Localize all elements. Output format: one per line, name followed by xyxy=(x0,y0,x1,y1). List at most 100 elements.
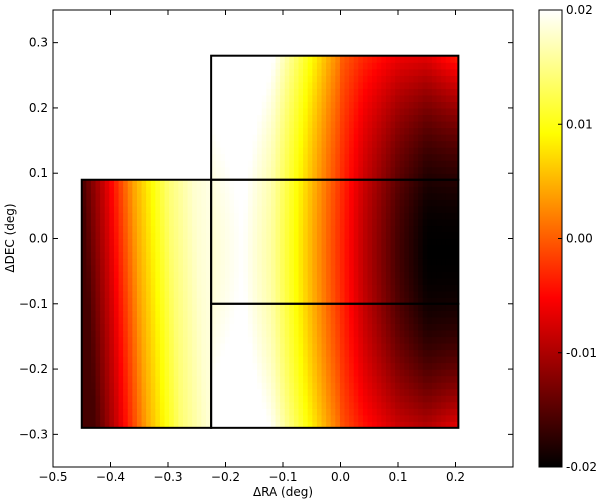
heatmap-cell xyxy=(182,362,189,370)
heatmap-cell xyxy=(132,329,138,338)
heatmap-cell xyxy=(266,310,272,318)
heatmap-cell xyxy=(211,251,217,259)
heatmap-cell xyxy=(118,369,124,377)
heatmap-cell xyxy=(243,369,249,377)
heatmap-cell xyxy=(312,342,318,351)
heatmap-cell xyxy=(289,81,295,89)
heatmap-cell xyxy=(270,342,277,351)
heatmap-cell xyxy=(123,271,129,279)
heatmap-cell xyxy=(220,251,226,259)
heatmap-cell xyxy=(164,414,170,422)
heatmap-cell xyxy=(307,120,313,129)
heatmap-cell xyxy=(376,179,382,187)
heatmap-cell xyxy=(312,284,318,292)
heatmap-cell xyxy=(450,375,456,383)
heatmap-cell xyxy=(196,179,202,187)
heatmap-cell xyxy=(141,290,147,298)
heatmap-cell xyxy=(90,284,97,292)
heatmap-cell xyxy=(349,75,355,83)
heatmap-cell xyxy=(266,212,272,220)
heatmap-cell xyxy=(141,388,147,396)
heatmap-cell xyxy=(335,107,341,116)
heatmap-cell xyxy=(150,205,156,213)
heatmap-cell xyxy=(390,173,396,181)
heatmap-cell xyxy=(431,55,438,63)
heatmap-cell xyxy=(450,382,456,390)
heatmap-cell xyxy=(298,179,304,187)
heatmap-cell xyxy=(257,81,263,89)
heatmap-cell xyxy=(326,414,332,422)
heatmap-cell xyxy=(123,401,129,409)
heatmap-cell xyxy=(335,225,341,233)
heatmap-cell xyxy=(164,362,170,370)
heatmap-cell xyxy=(436,310,442,318)
heatmap-cell xyxy=(413,258,419,266)
heatmap-cell xyxy=(86,323,92,331)
heatmap-cell xyxy=(450,231,456,240)
heatmap-cell xyxy=(454,134,459,142)
heatmap-cell xyxy=(441,382,447,390)
heatmap-cell xyxy=(339,316,346,324)
heatmap-cell xyxy=(215,62,221,70)
heatmap-cell xyxy=(169,316,175,324)
heatmap-cell xyxy=(427,140,433,148)
heatmap-cell xyxy=(339,62,346,70)
heatmap-cell xyxy=(395,414,401,422)
heatmap-cell xyxy=(205,329,212,338)
heatmap-cell xyxy=(293,75,300,83)
heatmap-cell xyxy=(205,382,212,390)
heatmap-cell xyxy=(399,225,405,233)
heatmap-cell xyxy=(303,88,309,96)
heatmap-cell xyxy=(376,245,382,253)
heatmap-cell xyxy=(136,382,143,390)
heatmap-cell xyxy=(215,245,221,253)
heatmap-cell xyxy=(261,94,267,102)
heatmap-cell xyxy=(385,238,392,246)
heatmap-cell xyxy=(192,408,198,416)
heatmap-cell xyxy=(358,408,364,416)
heatmap-cell xyxy=(335,303,341,311)
heatmap-cell xyxy=(413,310,419,318)
heatmap-cell xyxy=(275,218,281,227)
heatmap-cell xyxy=(312,375,318,383)
heatmap-cell xyxy=(307,75,313,83)
heatmap-cell xyxy=(215,329,221,338)
heatmap-cell xyxy=(118,395,124,403)
heatmap-cell xyxy=(335,88,341,96)
heatmap-cell xyxy=(192,284,198,292)
heatmap-cell xyxy=(399,62,405,70)
heatmap-cell xyxy=(252,303,258,311)
heatmap-cell xyxy=(275,140,281,148)
heatmap-cell xyxy=(335,127,341,135)
heatmap-cell xyxy=(95,303,101,311)
heatmap-cell xyxy=(399,231,405,240)
heatmap-cell xyxy=(376,225,382,233)
heatmap-cell xyxy=(339,336,346,344)
heatmap-cell xyxy=(454,166,459,174)
heatmap-cell xyxy=(326,231,332,240)
heatmap-cell xyxy=(385,160,392,168)
heatmap-cell xyxy=(146,316,152,324)
heatmap-cell xyxy=(293,264,300,272)
heatmap-cell xyxy=(404,231,410,240)
heatmap-cell xyxy=(330,271,336,279)
heatmap-cell xyxy=(275,231,281,240)
heatmap-cell xyxy=(436,297,442,305)
heatmap-cell xyxy=(187,369,193,377)
heatmap-cell xyxy=(431,153,438,161)
heatmap-cell xyxy=(445,258,451,266)
heatmap-cell xyxy=(215,140,221,148)
heatmap-cell xyxy=(100,336,106,344)
heatmap-cell xyxy=(266,186,272,194)
heatmap-cell xyxy=(261,251,267,259)
heatmap-cell xyxy=(422,316,428,324)
heatmap-cell xyxy=(289,179,295,187)
heatmap-cell xyxy=(247,342,254,351)
heatmap-cell xyxy=(436,290,442,298)
heatmap-cell xyxy=(113,421,120,429)
heatmap-cell xyxy=(100,212,106,220)
heatmap-cell xyxy=(178,323,184,331)
heatmap-cell xyxy=(196,362,202,370)
heatmap-cell xyxy=(441,408,447,416)
heatmap-cell xyxy=(367,94,373,102)
